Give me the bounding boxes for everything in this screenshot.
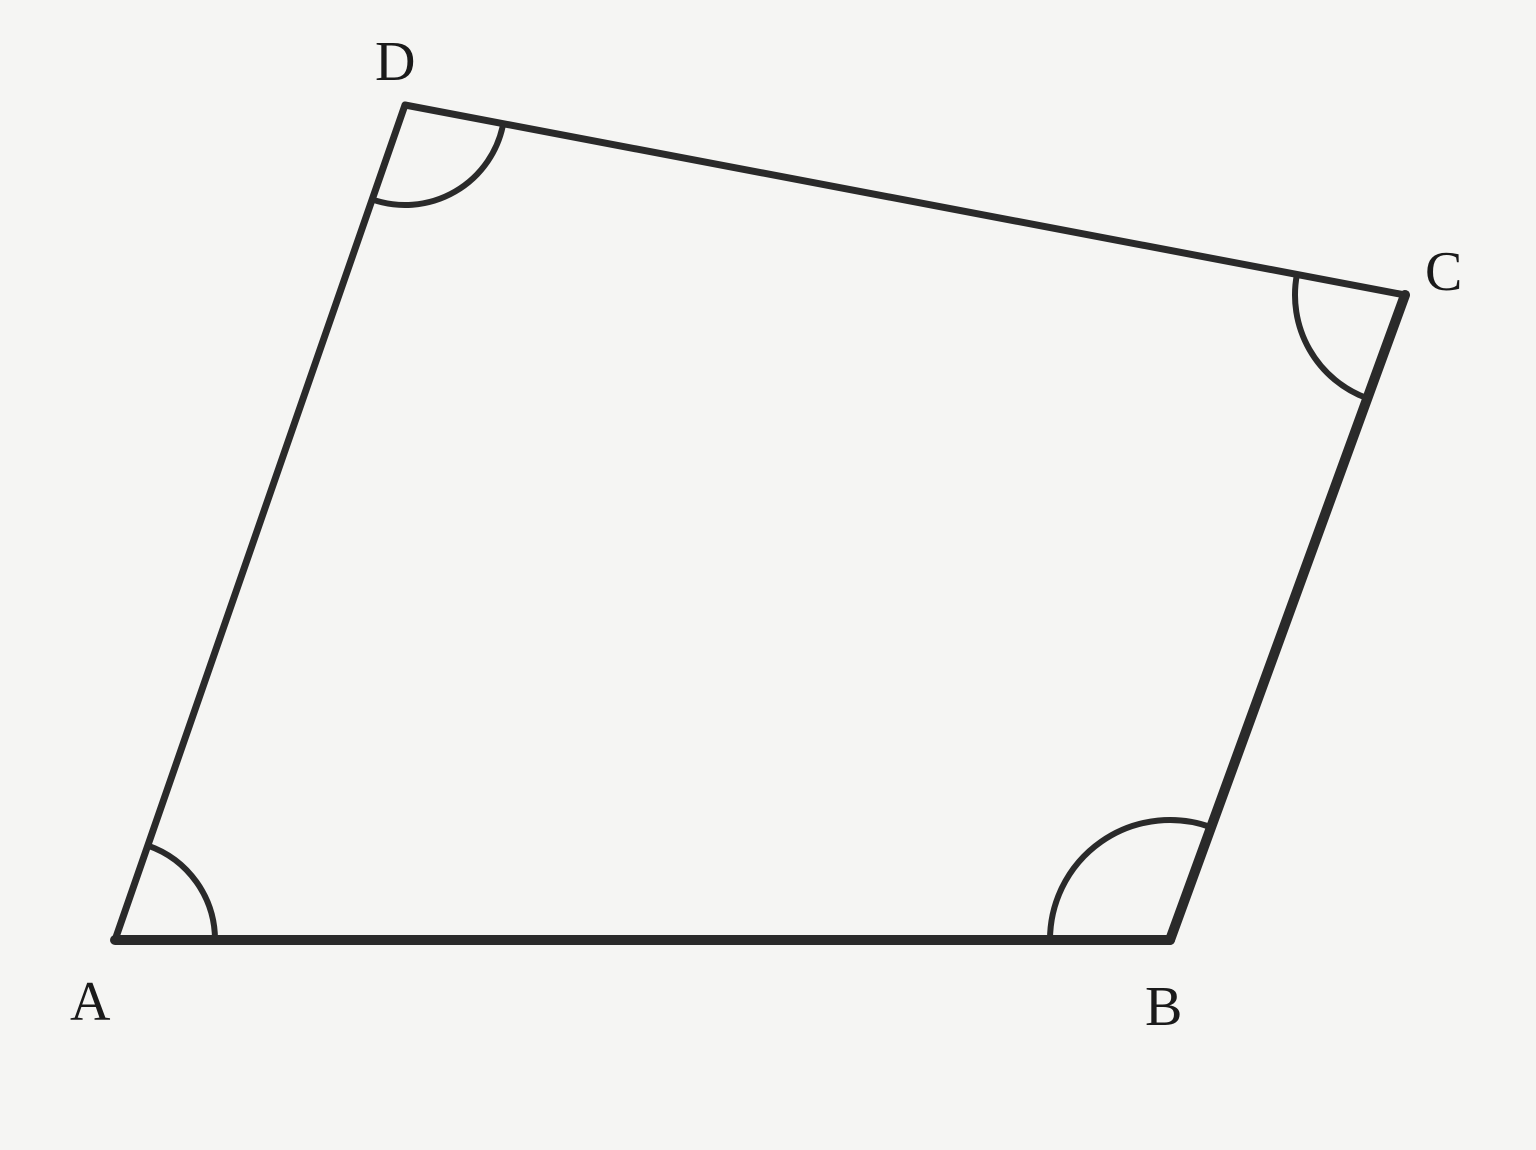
geometry-svg [0, 0, 1536, 1150]
edge-da [115, 105, 405, 940]
angle-arc-a [148, 846, 215, 940]
vertex-label-c: C [1425, 240, 1462, 304]
edge-cd [405, 105, 1405, 295]
edge-bc [1170, 295, 1405, 940]
vertex-label-d: D [375, 30, 415, 94]
quadrilateral-diagram: A B C D [0, 0, 1536, 1150]
angle-arc-c [1295, 274, 1367, 398]
vertex-label-b: B [1145, 975, 1182, 1039]
vertex-label-a: A [70, 970, 110, 1034]
